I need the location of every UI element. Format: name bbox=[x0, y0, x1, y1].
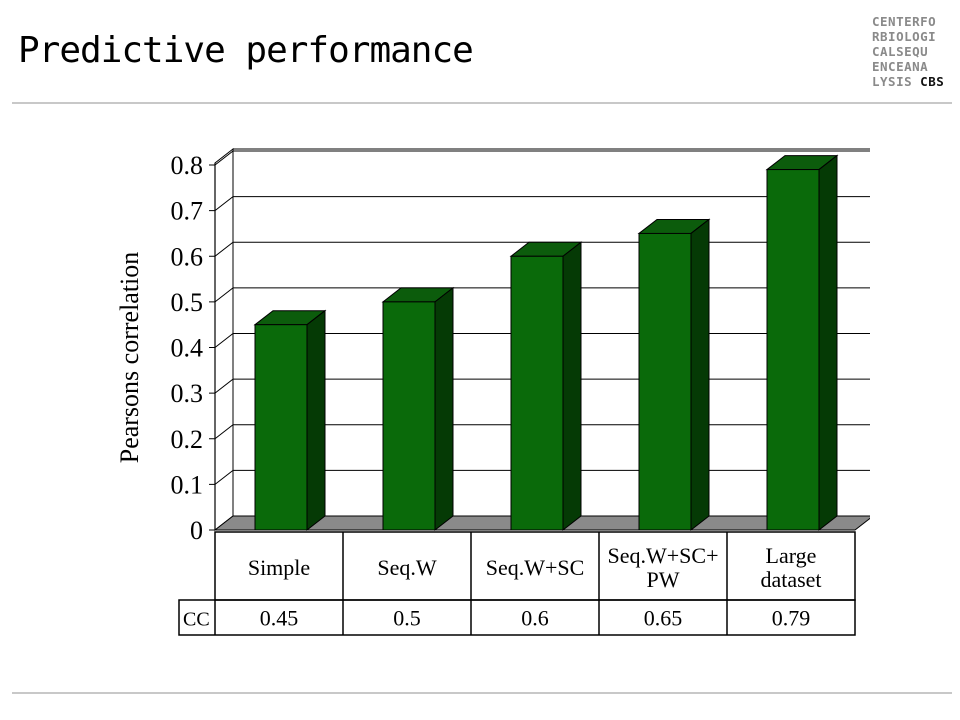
cbs-logo: CENTERFO RBIOLOGI CALSEQU ENCEANA LYSIS … bbox=[872, 14, 952, 89]
logo-line: RBIOLOGI bbox=[872, 29, 937, 44]
y-tick-label: 0.1 bbox=[171, 470, 204, 499]
bar-side bbox=[690, 218, 710, 532]
y-axis-label: Pearsons correlation bbox=[115, 252, 144, 464]
table-value: 0.5 bbox=[393, 606, 421, 631]
gridline-side bbox=[214, 287, 234, 303]
category-label: PW bbox=[647, 567, 680, 592]
footer-divider bbox=[12, 692, 952, 694]
category-label: Large bbox=[766, 543, 817, 568]
table-row-label: CC bbox=[183, 609, 210, 631]
table-value: 0.79 bbox=[772, 606, 811, 631]
page-title: Predictive performance bbox=[18, 30, 474, 71]
bar-chart: 0 0.1 0.2 0.3 0.4 0.5 0.6 0.7 0.8 Pearsons correl… bbox=[115, 147, 870, 636]
table-value: 0.6 bbox=[521, 606, 549, 631]
y-tick-label: 0 bbox=[190, 516, 203, 545]
gridline-side bbox=[214, 469, 234, 485]
gridline-side bbox=[214, 196, 234, 212]
title-divider bbox=[12, 102, 952, 104]
y-tick-label: 0.8 bbox=[171, 151, 204, 180]
bar bbox=[382, 301, 436, 531]
y-tick-label: 0.3 bbox=[171, 379, 204, 408]
y-tick-label: 0.4 bbox=[171, 334, 204, 363]
y-tick-label: 0.6 bbox=[171, 242, 204, 271]
gridline-side bbox=[214, 424, 234, 440]
gridline-side bbox=[214, 378, 234, 394]
bar bbox=[638, 232, 692, 531]
category-label: Seq.W+SC bbox=[486, 555, 585, 580]
y-tick-label: 0.2 bbox=[171, 425, 204, 454]
logo-emphasis: CBS bbox=[920, 74, 945, 89]
bar-side bbox=[306, 309, 326, 532]
table-value: 0.65 bbox=[644, 606, 683, 631]
logo-line: CENTERFO bbox=[872, 14, 937, 29]
bar bbox=[254, 324, 308, 531]
category-label: Seq.W+SC+ bbox=[608, 543, 719, 568]
table-value-row bbox=[178, 599, 856, 636]
bar bbox=[766, 169, 820, 531]
bar bbox=[510, 255, 564, 531]
category-label: Seq.W bbox=[377, 555, 437, 580]
y-tick-label: 0.7 bbox=[171, 197, 204, 226]
bar-side bbox=[818, 154, 838, 532]
gridline-side bbox=[214, 241, 234, 257]
table-value: 0.45 bbox=[260, 606, 299, 631]
logo-line: LYSIS bbox=[872, 74, 913, 89]
logo-line: CALSEQU bbox=[872, 44, 929, 59]
y-tick-label: 0.5 bbox=[171, 288, 204, 317]
category-label: Simple bbox=[248, 555, 310, 580]
gridline-side bbox=[214, 150, 234, 166]
bar-side bbox=[434, 286, 454, 532]
gridline-side bbox=[214, 333, 234, 348]
bar-side bbox=[562, 241, 582, 532]
category-label: dataset bbox=[760, 567, 821, 592]
logo-line: ENCEANA bbox=[872, 59, 929, 74]
